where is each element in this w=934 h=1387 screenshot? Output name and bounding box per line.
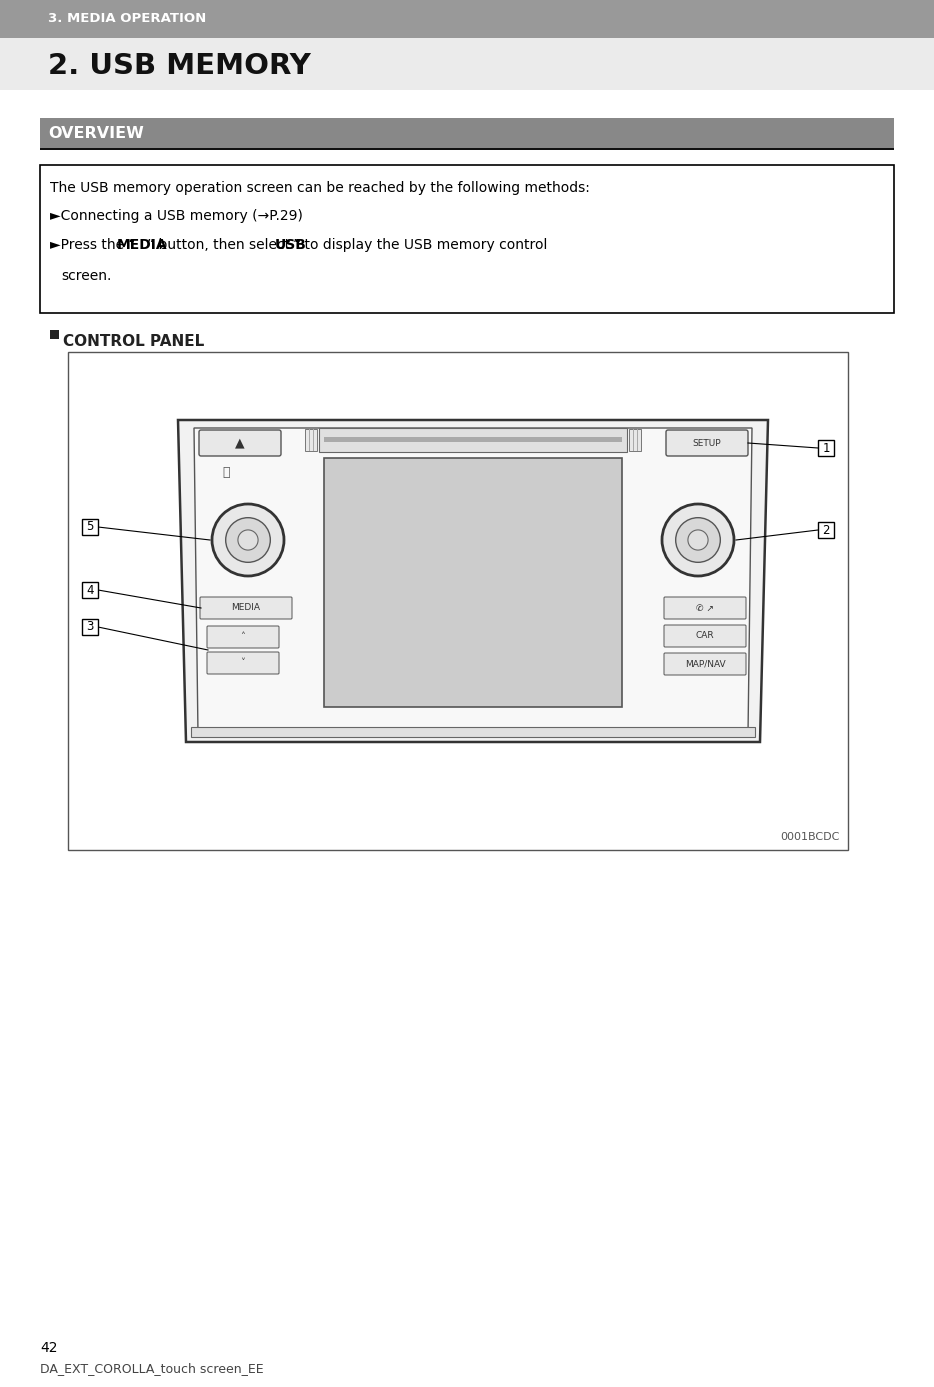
Text: 3: 3 xyxy=(86,620,93,634)
FancyBboxPatch shape xyxy=(207,626,279,648)
Text: OVERVIEW: OVERVIEW xyxy=(48,125,144,140)
Bar xyxy=(68,352,848,850)
Bar xyxy=(82,519,98,535)
Text: MEDIA: MEDIA xyxy=(232,603,261,613)
Bar xyxy=(309,429,310,451)
Bar xyxy=(50,330,59,338)
Bar xyxy=(191,727,755,736)
FancyBboxPatch shape xyxy=(207,652,279,674)
Bar xyxy=(40,165,894,313)
Text: ˅: ˅ xyxy=(241,657,246,669)
Polygon shape xyxy=(178,420,768,742)
Text: 1: 1 xyxy=(822,441,829,455)
Circle shape xyxy=(688,530,708,551)
Text: 0001BCDC: 0001BCDC xyxy=(781,832,840,842)
FancyBboxPatch shape xyxy=(664,596,746,619)
FancyBboxPatch shape xyxy=(664,653,746,675)
Text: ” to display the USB memory control: ” to display the USB memory control xyxy=(293,239,547,252)
Polygon shape xyxy=(194,429,752,734)
Text: ►Press the “: ►Press the “ xyxy=(50,239,135,252)
Text: 42: 42 xyxy=(40,1341,58,1355)
FancyBboxPatch shape xyxy=(199,430,281,456)
Bar xyxy=(818,440,834,456)
Text: 4: 4 xyxy=(86,584,93,596)
Text: 2. USB MEMORY: 2. USB MEMORY xyxy=(48,51,311,80)
Text: 2: 2 xyxy=(822,523,829,537)
FancyBboxPatch shape xyxy=(200,596,292,619)
Circle shape xyxy=(226,517,270,562)
Bar xyxy=(637,429,638,451)
Bar xyxy=(0,37,934,90)
Circle shape xyxy=(662,503,734,576)
Text: The USB memory operation screen can be reached by the following methods:: The USB memory operation screen can be r… xyxy=(50,180,590,196)
Bar xyxy=(305,429,317,451)
Bar xyxy=(313,429,314,451)
Bar xyxy=(633,429,634,451)
FancyBboxPatch shape xyxy=(666,430,748,456)
Text: ” button, then select “: ” button, then select “ xyxy=(147,239,302,252)
Text: SETUP: SETUP xyxy=(693,438,721,448)
Bar xyxy=(82,619,98,635)
FancyBboxPatch shape xyxy=(664,626,746,646)
Bar xyxy=(82,583,98,598)
Text: ►Connecting a USB memory (→P.29): ►Connecting a USB memory (→P.29) xyxy=(50,209,303,223)
Bar xyxy=(319,429,627,452)
Circle shape xyxy=(238,530,258,551)
Text: ✆ ↗: ✆ ↗ xyxy=(696,603,714,613)
Text: CAR: CAR xyxy=(696,631,715,641)
Text: ˄: ˄ xyxy=(241,632,246,642)
Text: DA_EXT_COROLLA_touch screen_EE: DA_EXT_COROLLA_touch screen_EE xyxy=(40,1362,263,1375)
Bar xyxy=(0,0,934,37)
Circle shape xyxy=(212,503,284,576)
Bar xyxy=(818,522,834,538)
Text: 3. MEDIA OPERATION: 3. MEDIA OPERATION xyxy=(48,12,206,25)
Bar xyxy=(324,458,622,707)
Text: screen.: screen. xyxy=(61,269,111,283)
Bar xyxy=(324,437,622,442)
Text: 5: 5 xyxy=(86,520,93,534)
Text: CONTROL PANEL: CONTROL PANEL xyxy=(63,334,205,350)
Bar xyxy=(40,118,894,148)
Bar xyxy=(40,148,894,150)
Text: ▲: ▲ xyxy=(235,437,245,449)
Bar xyxy=(629,429,641,451)
Text: USB: USB xyxy=(275,239,306,252)
Circle shape xyxy=(675,517,720,562)
Text: ⏻: ⏻ xyxy=(222,466,230,479)
Text: MAP/NAV: MAP/NAV xyxy=(685,659,726,669)
Text: MEDIA: MEDIA xyxy=(117,239,167,252)
